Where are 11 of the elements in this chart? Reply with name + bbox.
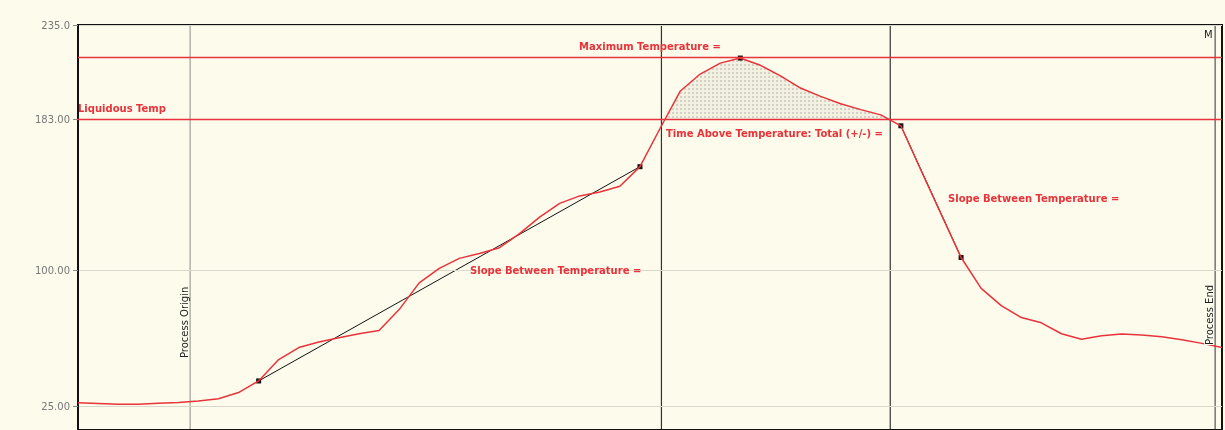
y-tick-label: 235.0 <box>41 19 70 31</box>
annotation: Process Origin <box>178 286 190 358</box>
annotation: Slope Between Temperature = <box>470 264 642 276</box>
ref-line-label: Liquidous Temp <box>78 102 166 114</box>
y-tick-label: 183.00 <box>35 113 70 125</box>
annotation: Time Above Temperature: Total (+/-) = <box>666 127 883 139</box>
y-tick-label: 100.00 <box>35 264 70 276</box>
y-tick-label: 25.00 <box>41 400 70 412</box>
annotation: Process End <box>1203 284 1215 345</box>
annotation: Slope Between Temperature = <box>948 192 1120 204</box>
annotation: M <box>1204 28 1213 40</box>
